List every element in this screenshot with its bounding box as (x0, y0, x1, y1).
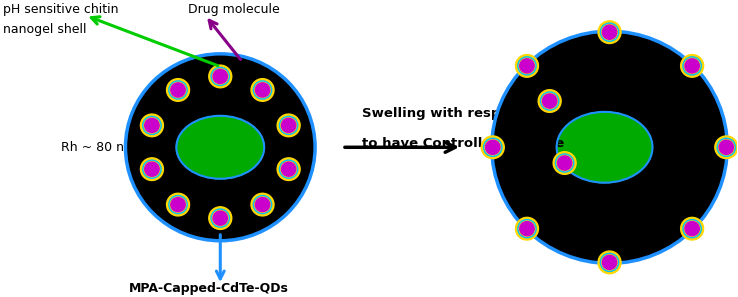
Text: MPA-Capped-CdTe-QDs: MPA-Capped-CdTe-QDs (128, 282, 289, 296)
Circle shape (515, 55, 539, 77)
Text: nanogel shell: nanogel shell (3, 23, 86, 36)
Circle shape (520, 222, 534, 236)
Circle shape (167, 193, 190, 216)
Circle shape (481, 136, 504, 159)
Circle shape (145, 162, 159, 176)
Circle shape (209, 65, 232, 88)
Circle shape (538, 90, 561, 112)
Circle shape (255, 198, 269, 212)
Circle shape (680, 55, 703, 77)
Circle shape (125, 54, 315, 241)
Circle shape (140, 158, 163, 181)
Circle shape (486, 140, 500, 154)
Circle shape (277, 158, 300, 181)
Text: pH sensitive chitin: pH sensitive chitin (3, 3, 118, 16)
Circle shape (277, 114, 300, 137)
Circle shape (685, 59, 700, 73)
Circle shape (602, 255, 617, 269)
Ellipse shape (176, 116, 264, 179)
Circle shape (281, 162, 296, 176)
Circle shape (598, 251, 621, 274)
Circle shape (685, 222, 700, 236)
Circle shape (213, 69, 227, 83)
Circle shape (515, 217, 539, 240)
Text: Rh ~ 80 nm: Rh ~ 80 nm (61, 141, 136, 154)
Circle shape (140, 114, 163, 137)
Circle shape (715, 136, 738, 159)
Circle shape (255, 83, 269, 97)
Circle shape (719, 140, 734, 154)
Circle shape (167, 79, 190, 101)
Circle shape (171, 83, 185, 97)
Circle shape (602, 25, 617, 39)
Circle shape (251, 79, 274, 101)
Circle shape (520, 59, 534, 73)
Circle shape (598, 21, 621, 43)
Circle shape (251, 193, 274, 216)
Text: Swelling with respect to pH: Swelling with respect to pH (362, 107, 569, 120)
Ellipse shape (556, 112, 652, 183)
Circle shape (680, 217, 703, 240)
Text: Drug molecule: Drug molecule (188, 3, 280, 16)
Circle shape (492, 31, 728, 263)
Circle shape (145, 118, 159, 132)
Text: to have Controlled Release: to have Controlled Release (362, 137, 565, 150)
Circle shape (281, 118, 296, 132)
Circle shape (554, 152, 576, 174)
Circle shape (213, 211, 227, 225)
Circle shape (542, 94, 557, 108)
Circle shape (171, 198, 185, 212)
Circle shape (557, 156, 572, 170)
Circle shape (209, 207, 232, 229)
